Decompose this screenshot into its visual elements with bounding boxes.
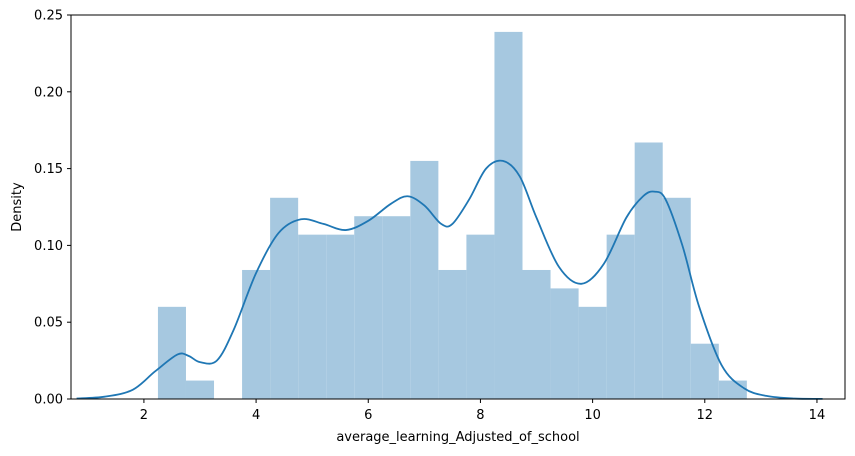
x-tick-label: 14 — [809, 408, 826, 423]
x-axis-label: average_learning_Adjusted_of_school — [336, 430, 579, 445]
kde-line — [76, 159, 823, 400]
histogram-bar — [690, 343, 719, 399]
y-tick-label: 0.00 — [34, 393, 63, 408]
y-tick-label: 0.25 — [34, 9, 63, 24]
x-axis-ticks: 2 4 6 8 10 12 14 — [140, 399, 825, 423]
histogram-bar — [242, 269, 271, 399]
histogram-bar — [185, 380, 215, 399]
plot-frame — [70, 14, 846, 400]
histogram-bar — [354, 216, 383, 399]
y-tick-label: 0.10 — [34, 239, 63, 254]
x-tick-label: 8 — [476, 408, 484, 423]
histogram-bar — [410, 160, 439, 399]
histogram-bar — [606, 234, 635, 399]
histogram-bar — [662, 197, 691, 399]
histogram-bars — [157, 31, 747, 400]
histogram-bar — [634, 142, 663, 399]
x-tick-label: 4 — [252, 408, 260, 423]
histogram-bar — [522, 269, 551, 399]
x-tick-label: 6 — [364, 408, 372, 423]
y-axis-ticks: 0.00 0.05 0.10 0.15 0.20 0.25 — [34, 9, 71, 408]
histogram-bar — [326, 234, 355, 399]
histogram-bar — [382, 216, 411, 399]
histogram-bar — [494, 31, 523, 400]
y-tick-label: 0.15 — [34, 162, 63, 177]
y-tick-label: 0.05 — [34, 316, 63, 331]
y-tick-label: 0.20 — [34, 85, 63, 100]
histogram-bar — [438, 269, 467, 399]
histogram-bar — [550, 288, 579, 399]
x-tick-label: 12 — [697, 408, 714, 423]
histogram-bar — [718, 380, 747, 399]
x-tick-label: 10 — [584, 408, 601, 423]
y-axis-label: Density — [10, 182, 25, 232]
x-tick-label: 2 — [140, 408, 148, 423]
histogram-bar — [578, 306, 607, 399]
histogram-bar — [270, 197, 299, 399]
histogram-bar — [298, 234, 327, 399]
histogram-bar — [466, 234, 495, 399]
